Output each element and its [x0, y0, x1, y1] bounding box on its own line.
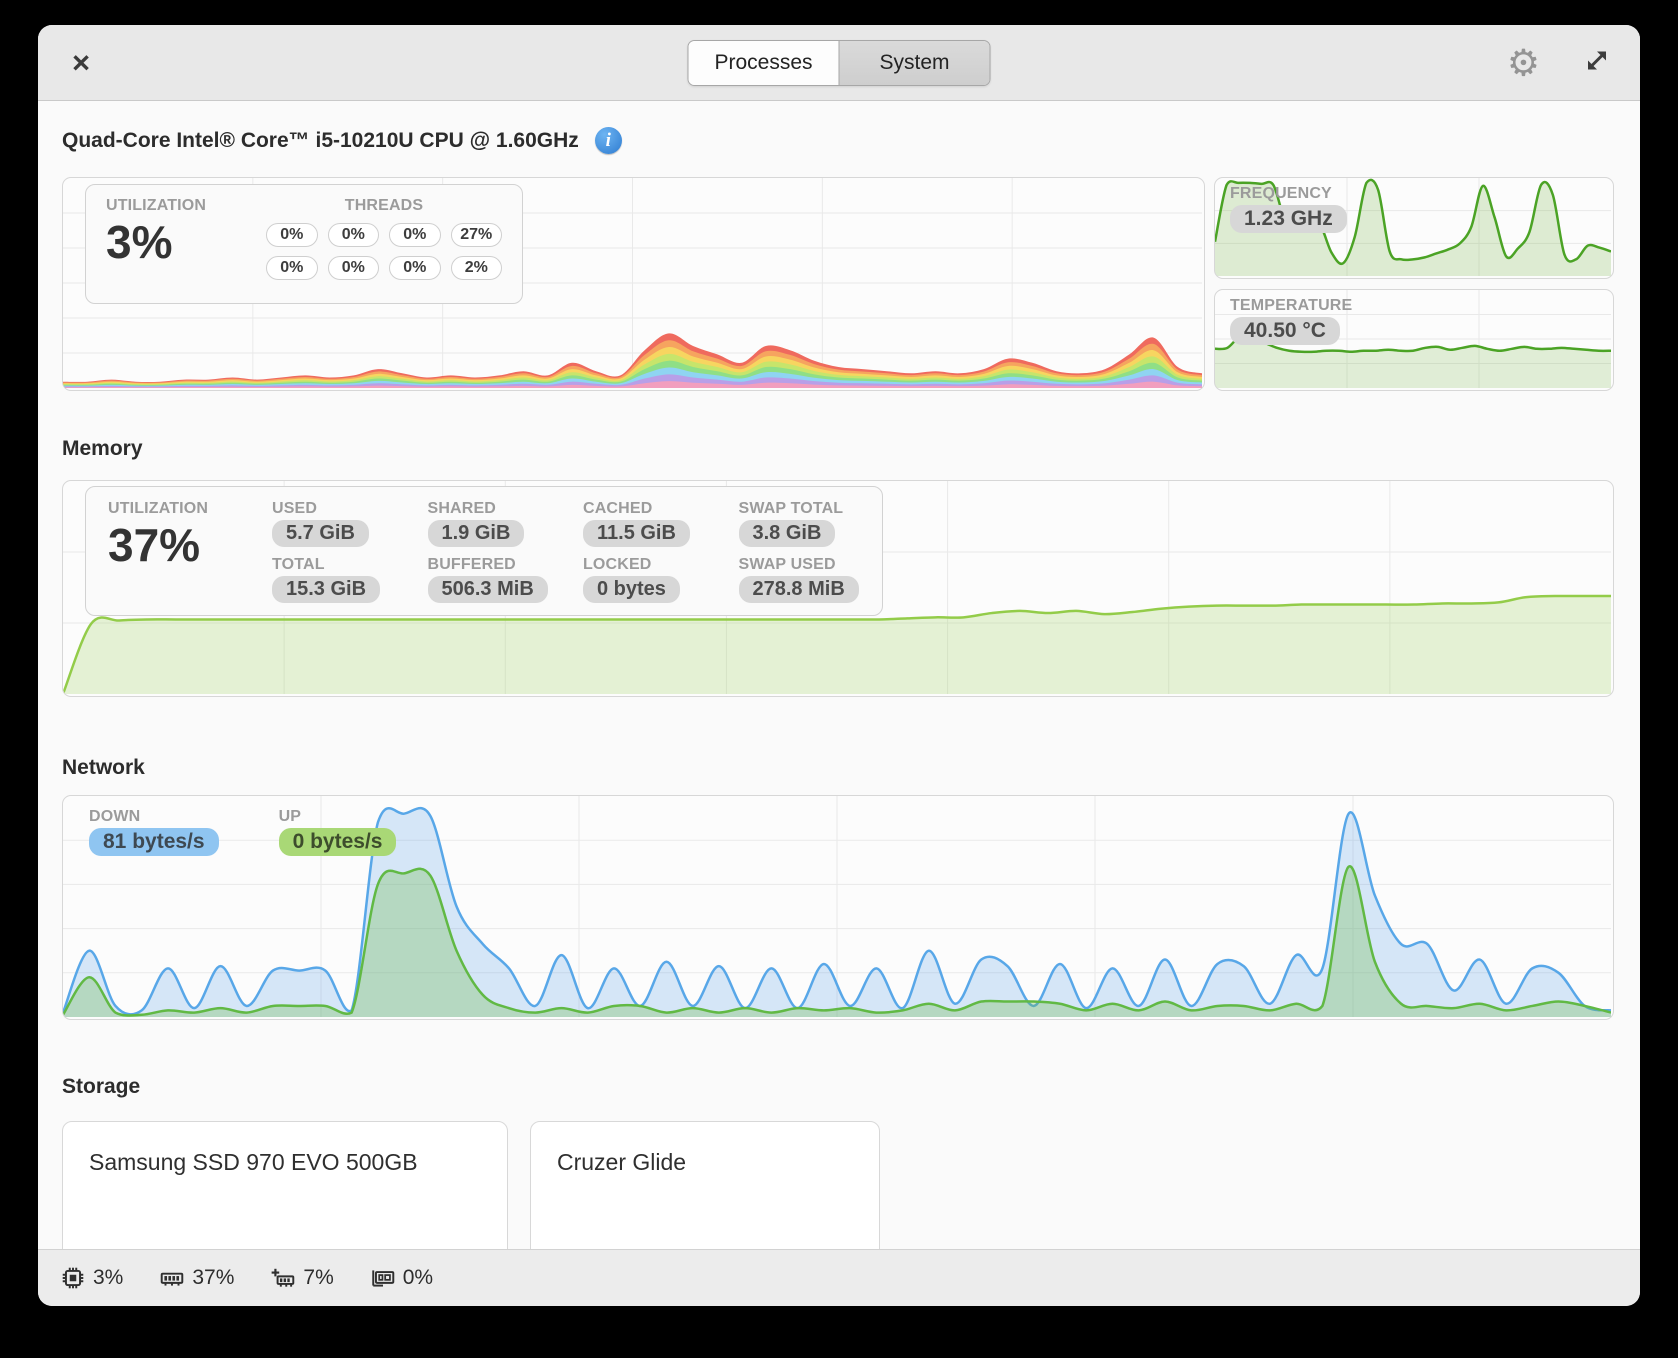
- storage-device-name: Cruzer Glide: [557, 1149, 687, 1175]
- thread-usage-pill: 0%: [327, 256, 379, 280]
- expand-icon: [1588, 51, 1606, 69]
- gear-icon: ⚙: [1506, 42, 1540, 83]
- network-stats: DOWN 81 bytes/s UP 0 bytes/s: [89, 808, 397, 856]
- storage-device-card[interactable]: Cruzer Glide: [530, 1121, 880, 1271]
- memory-stats-grid: USED 5.7 GiB SHARED 1.9 GiB CACHED 11.5 …: [272, 500, 861, 603]
- thread-usage-pill: 0%: [266, 256, 318, 280]
- view-switcher: Processes System: [687, 39, 991, 86]
- memory-utilization-label: UTILIZATION: [108, 500, 209, 517]
- storage-device-card[interactable]: Samsung SSD 970 EVO 500GB: [62, 1121, 508, 1271]
- memory-utilization-block: UTILIZATION 37%: [108, 500, 238, 602]
- thread-usage-pill: 0%: [266, 223, 318, 247]
- status-memory: 37%: [159, 1265, 234, 1291]
- gpu-usage-icon: [372, 1270, 395, 1287]
- memory-section-title: Memory: [62, 437, 143, 460]
- cpu-threads-block: THREADS 0% 0% 0% 27% 0% 0% 0% 2%: [266, 197, 502, 291]
- memory-stat: BUFFERED 506.3 MiB: [427, 556, 550, 603]
- status-cpu: 3%: [60, 1265, 123, 1291]
- cpu-threads-grid: 0% 0% 0% 27% 0% 0% 0% 2%: [266, 223, 502, 280]
- cpu-section-title: Quad-Core Intel® Core™ i5-10210U CPU @ 1…: [62, 127, 622, 154]
- memory-stat: CACHED 11.5 GiB: [583, 500, 705, 547]
- memory-panel: UTILIZATION 37% USED 5.7 GiB SHARED 1.9 …: [62, 480, 1614, 697]
- memory-stats-card: UTILIZATION 37% USED 5.7 GiB SHARED 1.9 …: [85, 486, 883, 616]
- app-window: × Processes System ⚙ Quad-Core: [38, 25, 1640, 1306]
- network-panel: DOWN 81 bytes/s UP 0 bytes/s: [62, 795, 1614, 1020]
- memory-stat: TOTAL 15.3 GiB: [272, 556, 394, 603]
- settings-button[interactable]: ⚙: [1507, 44, 1540, 81]
- info-icon[interactable]: i: [594, 127, 622, 154]
- cpu-utilization-label: UTILIZATION: [106, 197, 207, 214]
- expand-button[interactable]: [1584, 47, 1610, 78]
- network-up-label: UP: [278, 808, 302, 825]
- network-section-title: Network: [62, 756, 145, 779]
- thread-usage-pill: 0%: [327, 223, 379, 247]
- cpu-temperature-chart: [1215, 290, 1611, 388]
- status-swap: 7%: [270, 1265, 334, 1291]
- memory-stat: LOCKED 0 bytes: [583, 556, 705, 603]
- thread-usage-pill: 2%: [450, 256, 502, 280]
- cpu-usage-icon: [62, 1267, 84, 1289]
- close-button[interactable]: ×: [60, 42, 102, 84]
- network-up-value: 0 bytes/s: [278, 828, 397, 856]
- cpu-stats-card: UTILIZATION 3% THREADS 0% 0% 0% 27% 0% 0…: [85, 184, 523, 304]
- tab-system[interactable]: System: [838, 40, 990, 85]
- thread-usage-pill: 27%: [450, 223, 502, 247]
- cpu-utilization-value: 3%: [106, 216, 173, 268]
- network-up-stat: UP 0 bytes/s: [278, 808, 397, 856]
- swap-usage-icon: [272, 1268, 295, 1287]
- network-down-stat: DOWN 81 bytes/s: [89, 808, 219, 856]
- header-bar: × Processes System ⚙: [38, 25, 1640, 101]
- network-chart: [63, 796, 1611, 1017]
- memory-stat: SHARED 1.9 GiB: [427, 500, 550, 547]
- close-icon: ×: [71, 44, 91, 80]
- memory-utilization-value: 37%: [108, 519, 201, 571]
- status-gpu: 0%: [370, 1265, 433, 1291]
- tab-processes[interactable]: Processes: [688, 40, 839, 85]
- storage-devices-row: Samsung SSD 970 EVO 500GB Cruzer Glide: [62, 1121, 880, 1271]
- cpu-utilization-block: UTILIZATION 3%: [106, 197, 256, 291]
- storage-device-name: Samsung SSD 970 EVO 500GB: [89, 1149, 418, 1175]
- temperature-stats: TEMPERATURE 40.50 °C: [1230, 297, 1352, 345]
- header-actions: ⚙: [1507, 44, 1610, 81]
- memory-stat: USED 5.7 GiB: [272, 500, 394, 547]
- cpu-title-text: Quad-Core Intel® Core™ i5-10210U CPU @ 1…: [62, 128, 579, 152]
- status-bar: 3% 37%: [38, 1249, 1640, 1306]
- thread-usage-pill: 0%: [389, 223, 441, 247]
- frequency-stats: FREQUENCY 1.23 GHz: [1230, 185, 1347, 233]
- network-down-value: 81 bytes/s: [89, 828, 219, 856]
- cpu-utilization-panel: UTILIZATION 3% THREADS 0% 0% 0% 27% 0% 0…: [62, 177, 1205, 391]
- thread-usage-pill: 0%: [389, 256, 441, 280]
- memory-usage-icon: [161, 1272, 184, 1286]
- memory-stat: SWAP USED 278.8 MiB: [738, 556, 861, 603]
- memory-stat: SWAP TOTAL 3.8 GiB: [738, 500, 861, 547]
- network-down-label: DOWN: [89, 808, 141, 825]
- temperature-value: 40.50 °C: [1230, 317, 1340, 345]
- cpu-temperature-panel: TEMPERATURE 40.50 °C: [1214, 289, 1614, 391]
- cpu-frequency-panel: FREQUENCY 1.23 GHz: [1214, 177, 1614, 279]
- frequency-value: 1.23 GHz: [1230, 205, 1347, 233]
- memory-chart: [63, 481, 1611, 694]
- cpu-threads-label: THREADS: [344, 197, 424, 214]
- storage-section-title: Storage: [62, 1075, 141, 1098]
- temperature-label: TEMPERATURE: [1230, 297, 1353, 314]
- frequency-label: FREQUENCY: [1230, 185, 1332, 202]
